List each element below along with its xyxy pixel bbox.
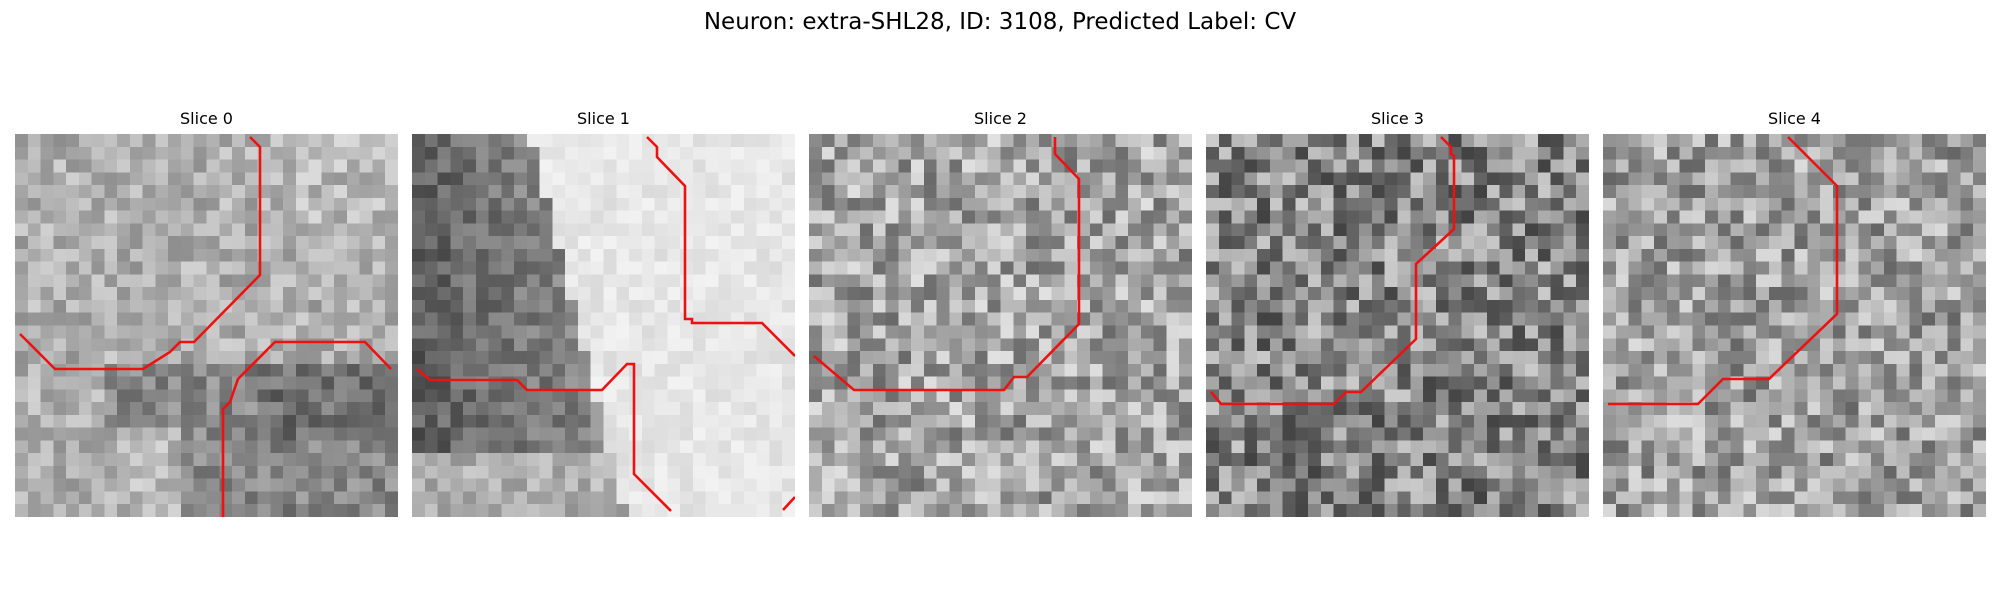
slice-0-contour-path — [19, 136, 262, 371]
slice-2-image — [809, 134, 1192, 517]
slice-1-contour — [416, 136, 795, 512]
slice-4-contour-path — [1608, 136, 1839, 406]
slice-2-title: Slice 2 — [974, 109, 1027, 128]
slice-4-panel — [1603, 134, 1986, 517]
slice-3-image — [1206, 134, 1589, 517]
slice-1-contour-path — [646, 136, 795, 357]
slice-1-title: Slice 1 — [577, 109, 630, 128]
slice-0-panel — [15, 134, 398, 517]
slice-1-image — [412, 134, 795, 517]
slice-0-image — [15, 134, 398, 517]
slice-3-contour — [1210, 136, 1456, 406]
slice-4-title: Slice 4 — [1768, 109, 1821, 128]
slice-4-contour — [1608, 136, 1839, 406]
slice-3-panel — [1206, 134, 1589, 517]
slice-4-image — [1603, 134, 1986, 517]
slice-0-contour — [19, 136, 392, 517]
slice-2-panel — [809, 134, 1192, 517]
slice-0-title: Slice 0 — [180, 109, 233, 128]
slice-2-contour — [813, 137, 1081, 392]
slice-3-title: Slice 3 — [1371, 109, 1424, 128]
slice-3-contour-path — [1210, 136, 1456, 406]
figure-title: Neuron: extra-SHL28, ID: 3108, Predicted… — [703, 9, 1297, 35]
slice-2-contour-path — [813, 137, 1081, 392]
slice-1-panel — [412, 134, 795, 517]
